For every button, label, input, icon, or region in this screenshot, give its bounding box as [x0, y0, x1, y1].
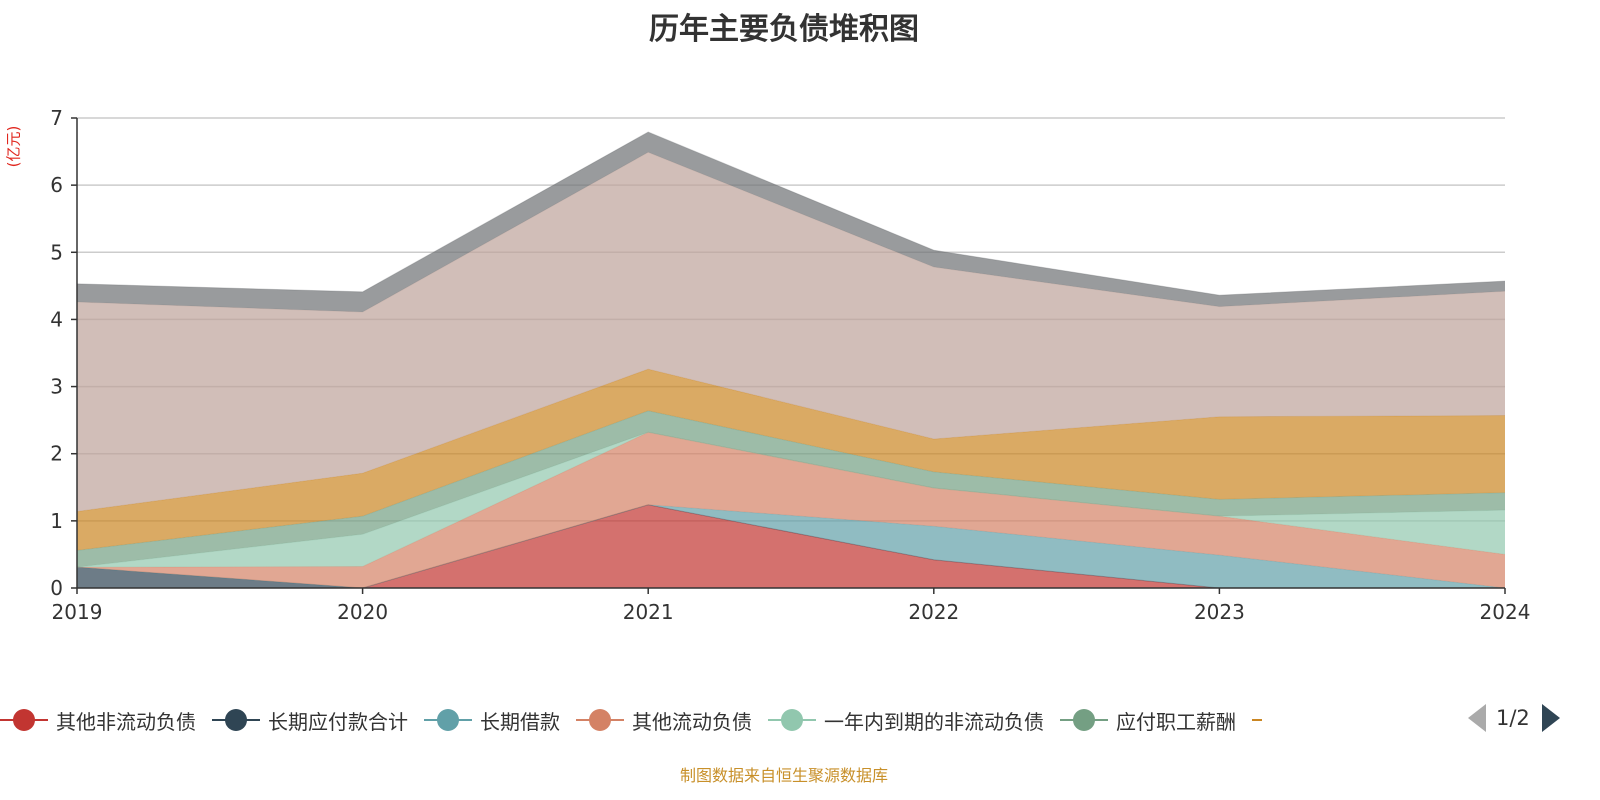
area-series-3 [77, 432, 1505, 588]
data-source-note: 制图数据来自恒生聚源数据库 [679, 766, 888, 785]
y-tick-label: 0 [50, 576, 63, 600]
legend-marker-icon [768, 708, 816, 732]
legend-label: 其他流动负债 [632, 709, 752, 734]
x-tick-label: 2022 [908, 600, 959, 624]
area-series-4 [77, 432, 1505, 568]
legend-item[interactable]: 长期应付款合计 [212, 706, 408, 735]
y-tick-label: 4 [50, 307, 63, 331]
y-tick-label: 5 [50, 240, 63, 264]
chart-title: 历年主要负债堆积图 [649, 12, 919, 47]
x-tick-label: 2020 [337, 600, 388, 624]
area-line-series-8 [76, 131, 1506, 296]
legend-prev-arrow-icon[interactable] [1468, 704, 1486, 732]
legend: 其他非流动负债 长期应付款合计 长期借款 其他流动负债 一年内到期的非流动负债 应付职工薪… [0, 704, 1286, 736]
area-series-6 [77, 369, 1505, 551]
area-series-2 [77, 504, 1505, 588]
area-series-8 [77, 132, 1505, 313]
legend-label: 长期借款 [480, 709, 560, 734]
legend-marker-icon [212, 708, 260, 732]
y-tick-label: 6 [50, 173, 63, 197]
legend-item[interactable]: 一年内到期的非流动负债 [768, 706, 1044, 735]
area-series-0 [77, 504, 1505, 588]
x-tick-label: 2019 [52, 600, 103, 624]
legend-item[interactable]: 应付职工薪酬 [1060, 706, 1236, 735]
stacked-area-chart: 0 1 2 3 4 5 6 7 2019 2020 2021 2022 2023 2024 [50, 106, 1531, 624]
legend-next-arrow-icon[interactable] [1541, 704, 1560, 732]
legend-label: 长期应付款合计 [268, 709, 408, 734]
area-series-7 [77, 152, 1505, 512]
area-series-5 [77, 410, 1505, 568]
area-series-1 [77, 504, 1505, 588]
legend-marker-icon [576, 708, 624, 732]
legend-item[interactable]: 长期借款 [424, 706, 560, 735]
legend-label: 其他非流动负债 [56, 709, 196, 734]
x-tick-label: 2023 [1194, 600, 1245, 624]
legend-page-indicator: 1/2 [1496, 706, 1530, 730]
legend-item[interactable]: 其他流动负债 [576, 706, 752, 735]
legend-item[interactable] [1252, 708, 1270, 732]
legend-marker-icon [424, 708, 472, 732]
y-tick-label: 7 [50, 106, 63, 130]
legend-label: 一年内到期的非流动负债 [824, 709, 1044, 734]
x-tick-label: 2021 [623, 600, 674, 624]
legend-item[interactable]: 其他非流动负债 [0, 706, 196, 735]
legend-pager: 1/2 [1468, 704, 1560, 732]
x-tick-label: 2024 [1480, 600, 1531, 624]
legend-label: 应付职工薪酬 [1116, 709, 1236, 734]
y-tick-label: 2 [50, 442, 63, 466]
y-tick-label: 1 [50, 509, 63, 533]
y-tick-label: 3 [50, 375, 63, 399]
legend-marker-icon [1252, 708, 1262, 732]
legend-marker-icon [1060, 708, 1108, 732]
legend-marker-icon [0, 708, 48, 732]
